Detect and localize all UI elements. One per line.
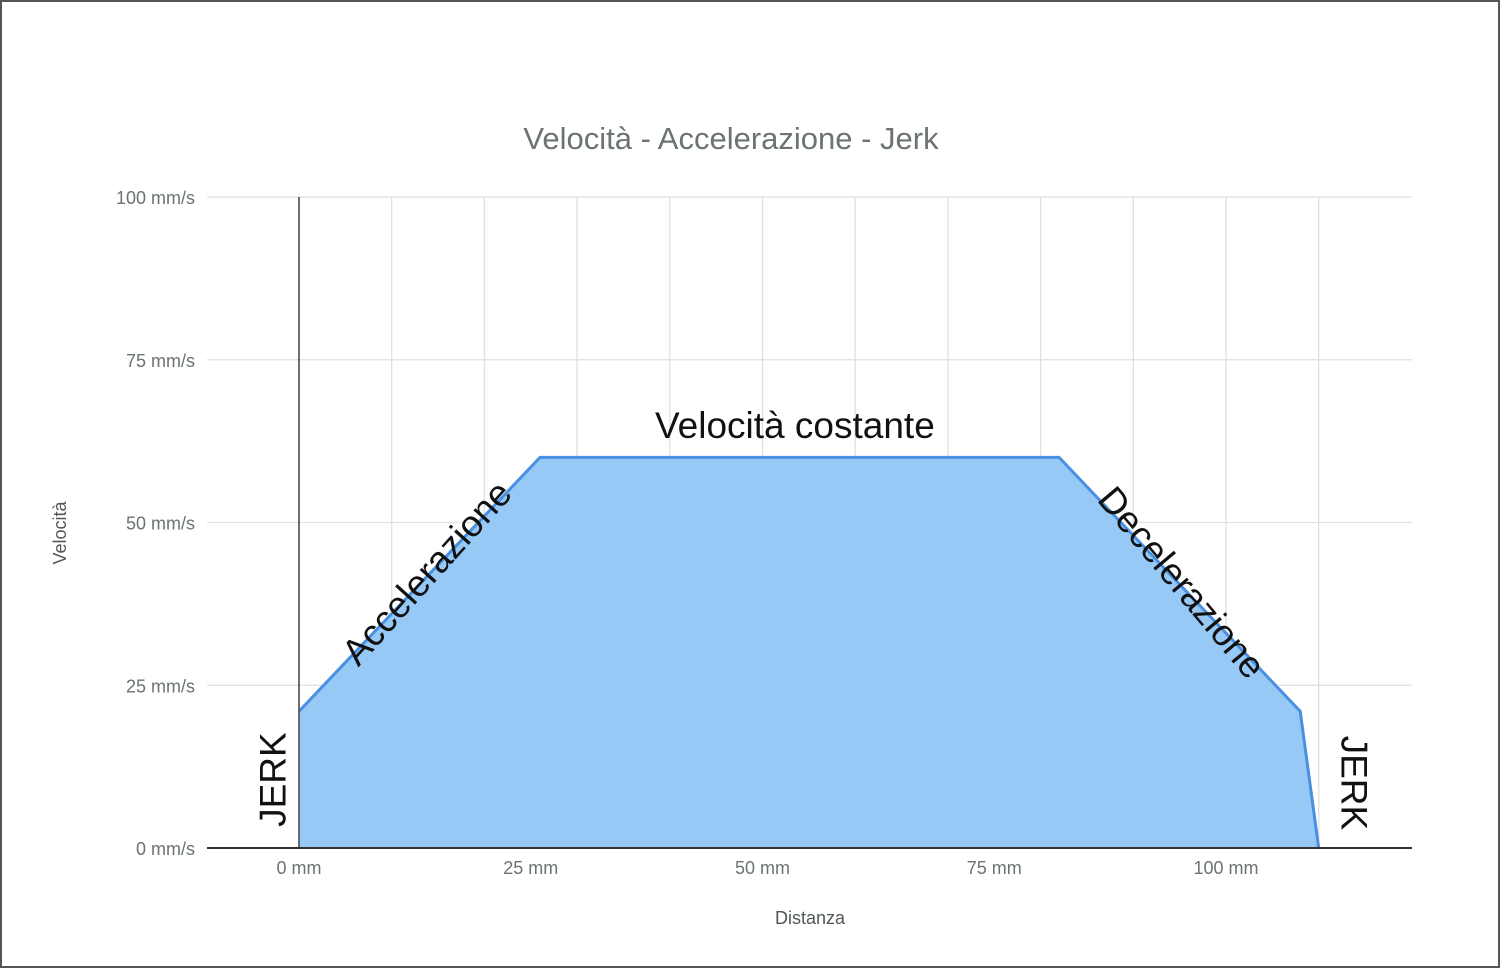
y-tick-label: 25 mm/s bbox=[126, 676, 195, 696]
chart-title: Velocità - Accelerazione - Jerk bbox=[523, 121, 939, 156]
x-tick-label: 25 mm bbox=[503, 858, 558, 878]
annotation-label: JERK bbox=[253, 732, 294, 827]
series-fill bbox=[299, 457, 1319, 848]
y-tick-label: 75 mm/s bbox=[126, 351, 195, 371]
annotation-label: Velocità costante bbox=[655, 405, 935, 446]
x-tick-label: 50 mm bbox=[735, 858, 790, 878]
y-tick-label: 100 mm/s bbox=[116, 188, 195, 208]
x-tick-label: 0 mm bbox=[277, 858, 322, 878]
axes bbox=[207, 197, 1412, 849]
y-tick-label: 50 mm/s bbox=[126, 514, 195, 534]
y-tick-label: 0 mm/s bbox=[136, 839, 195, 859]
x-tick-label: 75 mm bbox=[967, 858, 1022, 878]
x-axis-title: Distanza bbox=[775, 908, 846, 928]
series-line bbox=[297, 455, 1321, 849]
annotation-label: JERK bbox=[1333, 736, 1374, 831]
series-area bbox=[297, 455, 1321, 849]
x-tick-label: 100 mm bbox=[1193, 858, 1258, 878]
y-axis-title: Velocità bbox=[50, 500, 70, 564]
